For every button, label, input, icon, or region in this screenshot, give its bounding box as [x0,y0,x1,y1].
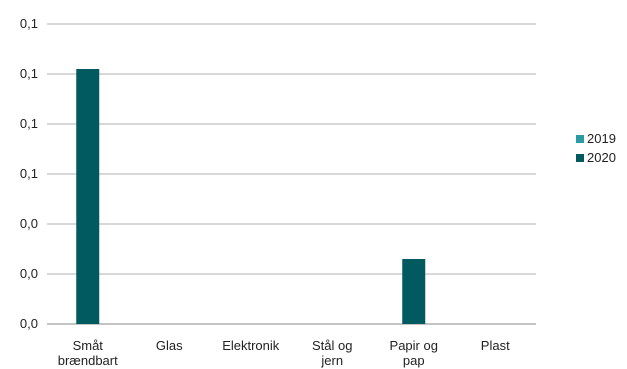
y-axis-tick-labels: 0,0 0,0 0,0 0,1 0,1 0,1 0,1 [20,16,38,331]
legend: 2019 2020 [576,129,616,167]
y-tick-label: 0,1 [20,116,38,131]
y-tick-label: 0,1 [20,66,38,81]
legend-label-2020: 2020 [587,150,616,165]
y-tick-label: 0,0 [20,216,38,231]
y-tick-label: 0,0 [20,266,38,281]
legend-swatch-2020 [576,153,584,162]
y-tick-label: 0,1 [20,16,38,31]
x-category-label: Småt brændbart [58,338,118,368]
bar-2020 [402,259,426,324]
bars [76,69,426,324]
x-category-label: Elektronik [222,338,280,353]
legend-swatch-2019 [576,134,584,143]
bar-2020 [76,69,100,324]
y-tick-label: 0,0 [20,316,38,331]
x-category-label: Stål og jern [312,338,352,368]
y-tick-label: 0,1 [20,166,38,181]
x-category-label: Glas [156,338,183,353]
legend-label-2019: 2019 [587,131,616,146]
gridlines [47,23,536,325]
legend-item-2019: 2019 [576,129,616,148]
x-category-label: Plast [481,338,510,353]
x-axis-category-labels: Småt brændbart Glas Elektronik Stål og jern Pa… [58,338,510,368]
x-category-label: Papir og pap [390,338,438,368]
legend-item-2020: 2020 [576,148,616,167]
